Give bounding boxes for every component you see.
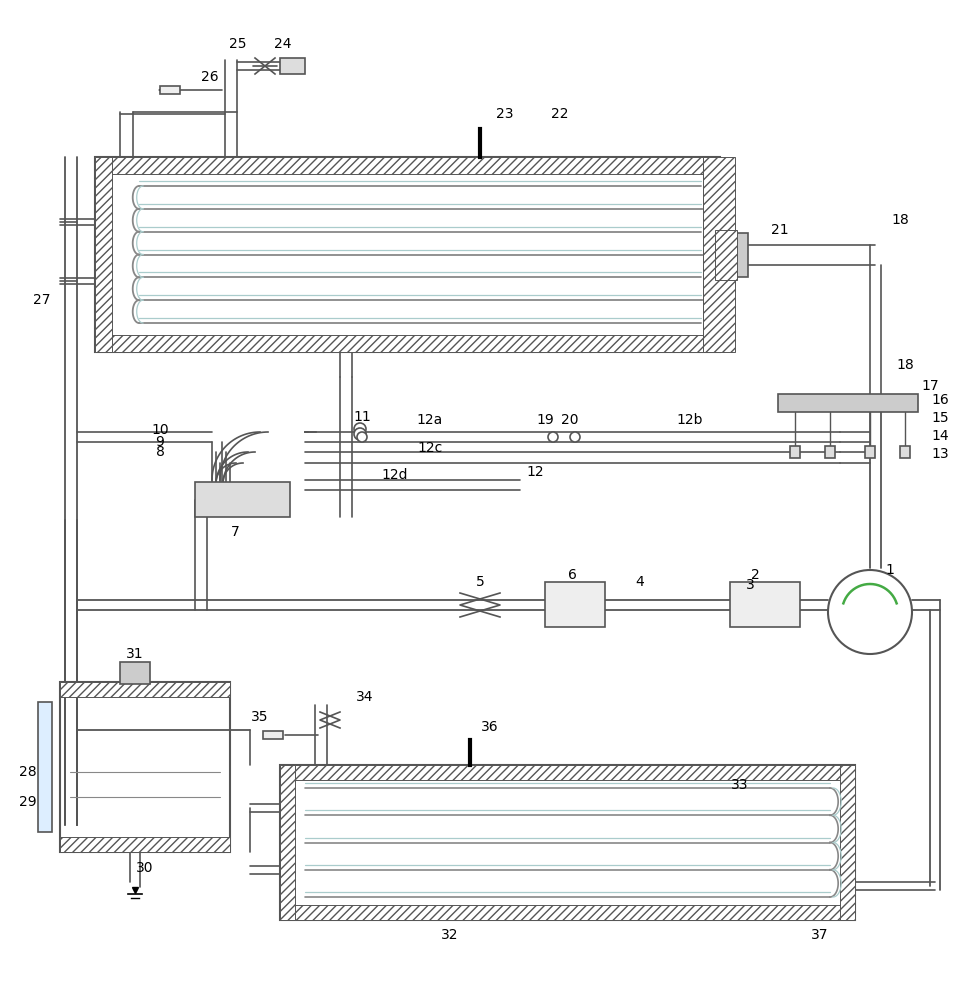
- Text: 12b: 12b: [676, 413, 702, 427]
- Text: 32: 32: [441, 928, 458, 942]
- Text: 29: 29: [19, 795, 37, 809]
- Text: 8: 8: [156, 445, 164, 459]
- Bar: [38, 702, 52, 832]
- Text: 12c: 12c: [417, 441, 442, 455]
- Text: 25: 25: [229, 37, 246, 51]
- Text: 12a: 12a: [416, 413, 443, 427]
- Bar: [120, 662, 150, 684]
- Text: 7: 7: [231, 525, 239, 539]
- Text: 26: 26: [201, 70, 218, 84]
- Bar: [777, 394, 917, 412]
- Text: 1: 1: [885, 563, 894, 577]
- Text: 28: 28: [19, 765, 37, 779]
- Circle shape: [827, 570, 911, 654]
- Text: 30: 30: [136, 861, 154, 875]
- Text: 31: 31: [126, 647, 143, 661]
- Bar: [60, 682, 230, 697]
- Bar: [729, 582, 800, 627]
- Bar: [95, 157, 719, 352]
- Text: 36: 36: [480, 720, 499, 734]
- Circle shape: [354, 428, 365, 440]
- Text: 10: 10: [151, 423, 168, 437]
- Text: 6: 6: [567, 568, 576, 582]
- Bar: [95, 335, 719, 352]
- Bar: [195, 482, 289, 517]
- Bar: [160, 86, 180, 94]
- Bar: [280, 905, 854, 920]
- Text: 23: 23: [496, 107, 513, 121]
- Text: 18: 18: [896, 358, 913, 372]
- Text: 37: 37: [810, 928, 827, 942]
- Bar: [839, 765, 854, 920]
- Text: 33: 33: [730, 778, 748, 792]
- Text: 16: 16: [930, 393, 948, 407]
- Bar: [280, 765, 854, 780]
- Bar: [789, 446, 800, 458]
- Text: 34: 34: [356, 690, 374, 704]
- Bar: [262, 731, 283, 739]
- Text: 15: 15: [930, 411, 948, 425]
- Text: 12: 12: [526, 465, 543, 479]
- Text: 9: 9: [156, 435, 164, 449]
- Text: 14: 14: [930, 429, 948, 443]
- Bar: [280, 765, 295, 920]
- Circle shape: [357, 432, 366, 442]
- Bar: [95, 157, 111, 352]
- Circle shape: [570, 432, 579, 442]
- Circle shape: [354, 423, 365, 435]
- Text: 18: 18: [890, 213, 908, 227]
- Bar: [702, 157, 719, 352]
- Text: 17: 17: [921, 379, 938, 393]
- Bar: [702, 157, 734, 352]
- Circle shape: [548, 432, 557, 442]
- Text: 2: 2: [750, 568, 758, 582]
- Text: 24: 24: [274, 37, 291, 51]
- Text: 5: 5: [475, 575, 484, 589]
- Text: 22: 22: [551, 107, 568, 121]
- Text: 12d: 12d: [382, 468, 407, 482]
- Bar: [545, 582, 604, 627]
- Text: 4: 4: [635, 575, 644, 589]
- Bar: [60, 837, 230, 852]
- Text: 35: 35: [251, 710, 268, 724]
- Bar: [714, 230, 736, 279]
- Text: 21: 21: [771, 223, 788, 236]
- Bar: [825, 446, 834, 458]
- Text: 3: 3: [745, 578, 753, 592]
- Bar: [280, 765, 854, 920]
- Text: 11: 11: [353, 410, 371, 424]
- Text: 27: 27: [34, 293, 51, 307]
- Text: 20: 20: [560, 413, 579, 427]
- Text: 19: 19: [535, 413, 554, 427]
- Bar: [95, 157, 719, 174]
- Bar: [899, 446, 909, 458]
- Text: 13: 13: [930, 447, 948, 461]
- Bar: [864, 446, 875, 458]
- Bar: [729, 232, 748, 276]
- Bar: [280, 58, 305, 74]
- Bar: [60, 682, 230, 852]
